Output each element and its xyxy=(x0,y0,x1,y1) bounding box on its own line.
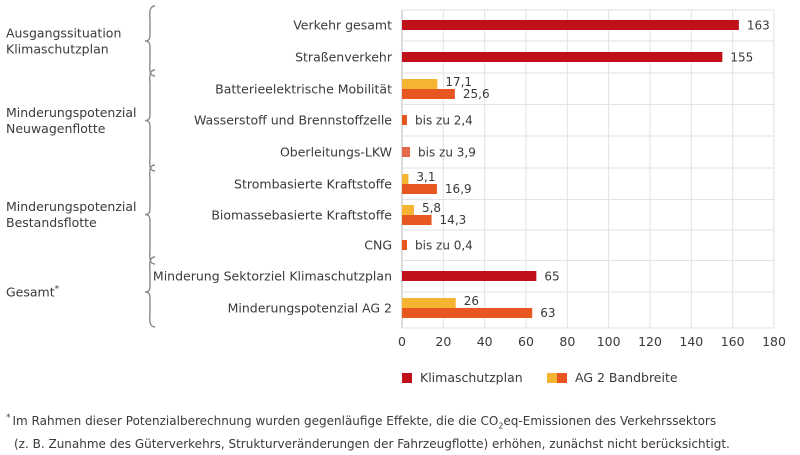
x-tick-label: 180 xyxy=(762,334,786,349)
data-label: 65 xyxy=(544,270,559,284)
x-tick-labels: 0 20 40 60 80 100 120 140 160 180 xyxy=(398,334,786,349)
data-label: bis zu 0,4 xyxy=(415,239,473,253)
group-brace xyxy=(144,164,156,265)
bar xyxy=(402,52,723,62)
bar xyxy=(402,147,411,157)
footnote-line-1: * Im Rahmen dieser Potenzialberechnung wu… xyxy=(6,409,730,435)
x-tick-label: 80 xyxy=(559,334,575,349)
row-label: Strombasierte Kraftstoffe xyxy=(234,177,392,192)
bar xyxy=(402,79,438,89)
row-label: Straßenverkehr xyxy=(295,50,393,65)
bar xyxy=(402,115,407,125)
data-label: 63 xyxy=(540,306,555,320)
bar xyxy=(402,184,437,194)
data-label: 5,8 xyxy=(422,201,441,215)
group-brace xyxy=(144,69,156,172)
row-label: CNG xyxy=(364,238,392,253)
x-tick-label: 20 xyxy=(435,334,451,349)
row-label: Wasserstoff und Brennstoffzelle xyxy=(194,113,392,128)
group-label-line: Ausgangssituation xyxy=(6,26,121,41)
row-label: Biomassebasierte Kraftstoffe xyxy=(211,208,392,223)
row-label: Batterieelektrische Mobilität xyxy=(215,82,392,97)
group-label-line: Neuwagenflotte xyxy=(6,121,106,136)
data-label: 25,6 xyxy=(463,87,490,101)
row-label: Minderung Sektorziel Klimaschutzplan xyxy=(153,269,392,284)
row-labels: Verkehr gesamt Straßenverkehr Batterieelek… xyxy=(153,18,393,316)
grid-lines xyxy=(401,9,775,329)
footnote-text-1a: Im Rahmen dieser Potenzialberechnung wur… xyxy=(12,414,499,428)
legend-label-klimaschutzplan: Klimaschutzplan xyxy=(420,370,523,385)
data-label: 163 xyxy=(747,19,770,33)
footnote-text-1b: eq-Emissionen des Verkehrssektors xyxy=(503,414,717,428)
bar-chart: Verkehr gesamt Straßenverkehr Batterieelek… xyxy=(6,5,786,385)
data-label: 3,1 xyxy=(416,170,435,184)
legend-swatch-ag2-low xyxy=(547,373,557,383)
footnote-subscript: 2 xyxy=(498,421,504,431)
x-tick-label: 60 xyxy=(518,334,534,349)
bar xyxy=(402,174,409,184)
group-label: Minderungspotenzial Bestandsflotte xyxy=(6,199,137,230)
footnote-line-2: (z. B. Zunahme des Güterverkehrs, Strukt… xyxy=(14,437,730,452)
bar xyxy=(402,89,455,99)
legend-swatch-klimaschutzplan xyxy=(402,373,412,383)
group-labels: Ausgangssituation Klimaschutzplan Minderun… xyxy=(6,5,156,328)
data-label: 26 xyxy=(464,294,479,308)
group-label: Gesamt* xyxy=(6,285,60,300)
x-tick-label: 160 xyxy=(721,334,745,349)
x-tick-label: 0 xyxy=(398,334,406,349)
bar xyxy=(402,20,739,30)
value-labels: 163 155 17,125,6 bis zu 2,4 bis zu 3,9 3,1 16,… xyxy=(415,19,770,321)
bar xyxy=(402,205,414,215)
data-label: 14,3 xyxy=(440,213,467,227)
x-tick-label: 100 xyxy=(597,334,621,349)
group-brace xyxy=(144,256,156,328)
footnote: * Im Rahmen dieser Potenzialberechnung wu… xyxy=(6,409,730,453)
group-label-line: Bestandsflotte xyxy=(6,215,97,230)
group-label: Ausgangssituation Klimaschutzplan xyxy=(6,26,121,57)
footnote-marker: * xyxy=(6,413,11,423)
x-tick-label: 120 xyxy=(638,334,662,349)
group-label-line: Minderungspotenzial xyxy=(6,199,137,214)
bar xyxy=(402,240,407,250)
group-label-marker: * xyxy=(55,285,60,295)
data-label: 155 xyxy=(730,51,753,65)
group-label-line: Gesamt xyxy=(6,285,55,300)
data-label: bis zu 3,9 xyxy=(418,146,476,160)
group-label-line: Klimaschutzplan xyxy=(6,42,109,57)
x-tick-label: 40 xyxy=(477,334,493,349)
group-label-line: Minderungspotenzial xyxy=(6,105,137,120)
group-brace xyxy=(144,5,156,77)
legend-swatch-ag2-high xyxy=(557,373,567,383)
data-label: 17,1 xyxy=(445,75,472,89)
legend-label-ag2: AG 2 Bandbreite xyxy=(575,370,678,385)
legend: Klimaschutzplan AG 2 Bandbreite xyxy=(402,370,678,385)
row-label: Verkehr gesamt xyxy=(293,18,392,33)
bar xyxy=(402,298,456,308)
bar xyxy=(402,308,533,318)
x-tick-label: 140 xyxy=(679,334,703,349)
row-label: Oberleitungs-LKW xyxy=(280,145,392,160)
row-label: Minderungspotenzial AG 2 xyxy=(228,301,392,316)
group-label: Minderungspotenzial Neuwagenflotte xyxy=(6,105,137,136)
bars xyxy=(402,20,739,318)
data-label: bis zu 2,4 xyxy=(415,114,473,128)
bar xyxy=(402,215,432,225)
bar xyxy=(402,271,537,281)
data-label: 16,9 xyxy=(445,182,472,196)
